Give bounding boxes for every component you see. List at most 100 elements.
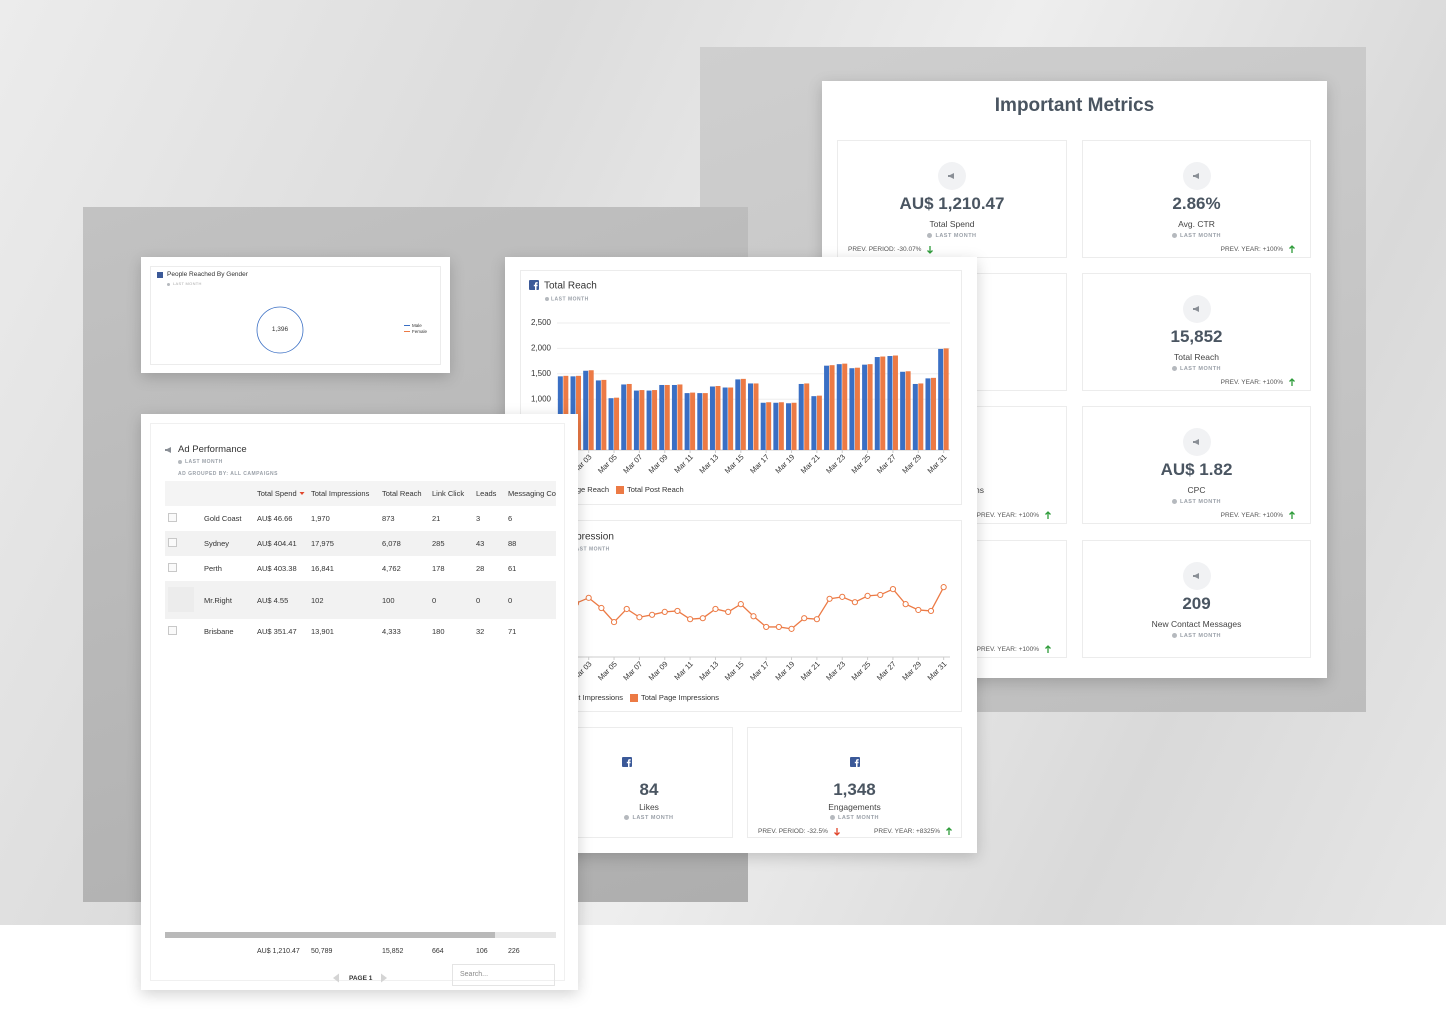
change-text: PREV. PERIOD: -30.07% [848, 246, 922, 253]
table-cell: 4,333 [382, 627, 401, 636]
social-label: Likes [639, 802, 659, 812]
x-tick-label: Mar 09 [647, 452, 670, 475]
metric-change: PREV. YEAR: +100% [1221, 511, 1296, 520]
x-tick-label: Mar 29 [900, 659, 923, 682]
legend-label: Total Page Impressions [641, 693, 719, 702]
bar [766, 402, 772, 450]
x-tick-label: Mar 07 [621, 659, 644, 682]
point [864, 592, 871, 599]
table-row: Sydney AU$ 404.41 17,975 6,078 285 43 88 [165, 531, 556, 556]
bar [659, 384, 665, 450]
x-tick-label: Mar 21 [799, 659, 822, 682]
bar [702, 393, 708, 450]
legend-item: Male [404, 323, 422, 328]
bar [874, 357, 880, 450]
bar [697, 393, 703, 450]
metric-value: 209 [1182, 594, 1211, 613]
table-cell: 3 [476, 514, 481, 523]
megaphone-icon [1192, 306, 1199, 312]
social-label: Engagements [828, 802, 881, 812]
table-cell: AU$ 404.41 [257, 539, 297, 548]
social-change: PREV. PERIOD: -32.5% [758, 827, 841, 836]
bar [740, 378, 746, 450]
column-header[interactable]: Total Reach [382, 489, 422, 498]
column-header[interactable]: Leads [476, 489, 497, 498]
path [948, 173, 954, 179]
table-body: Gold Coast AU$ 46.66 1,970 873 21 3 6 Sydney AU$… [165, 506, 556, 644]
header-text: Total Spend [257, 489, 297, 498]
scrollbar[interactable] [165, 932, 556, 938]
metric-label: ns [975, 485, 984, 495]
sort-arrow [299, 492, 305, 495]
period-text: LAST MONTH [1179, 233, 1222, 239]
point [927, 607, 935, 615]
point [598, 604, 605, 612]
bar [748, 383, 753, 450]
path [1192, 173, 1199, 179]
bar [905, 371, 911, 450]
chart-title: Impression [565, 532, 614, 543]
icon [1182, 162, 1211, 190]
bar [722, 387, 728, 450]
next-page[interactable] [380, 973, 388, 983]
x-tick-label: Mar 09 [647, 659, 670, 682]
bar [791, 402, 797, 450]
x-tick-label: Mar 29 [900, 452, 923, 475]
up-arrow [1045, 511, 1051, 519]
table-cell: 102 [311, 595, 324, 605]
circle [256, 306, 304, 354]
rect [157, 272, 163, 278]
point [725, 608, 732, 615]
bar [563, 375, 569, 450]
column-header[interactable]: Messaging Co [508, 489, 556, 498]
point [661, 608, 668, 615]
megaphone-icon [165, 447, 171, 453]
point [636, 614, 643, 621]
legend-label: Total Page Reach [550, 485, 609, 494]
header-row: Total Spend Total Impressions Total Reac… [165, 481, 556, 506]
bar [854, 367, 860, 450]
social-change: PREV. YEAR: +8325% [874, 827, 953, 836]
path [1192, 306, 1199, 312]
charts: Total Reach LAST MONTH 1,000 1,500 2,000 2,50… [529, 280, 950, 702]
bar [930, 377, 936, 450]
bar [862, 364, 868, 450]
x-tick-label: Mar 05 [596, 452, 619, 475]
gender-panel: People Reached By Gender LAST MONTH 1,39… [141, 257, 450, 373]
metric-label: Total Spend [929, 219, 975, 229]
metric-label: CPC [1187, 485, 1206, 495]
x-tick-label: Mar 19 [773, 452, 796, 475]
prev-page[interactable] [332, 973, 340, 983]
legend-text: Male [412, 323, 422, 328]
column-header[interactable]: Link Click [432, 489, 465, 498]
bar [829, 365, 835, 450]
ad-name: Mr.Right [204, 595, 232, 605]
scroll-thumb[interactable] [165, 932, 495, 938]
period-text: LAST MONTH [632, 815, 674, 821]
table-cell: 88 [508, 539, 517, 548]
bar [715, 385, 721, 450]
change-text: PREV. YEAR: +100% [976, 646, 1039, 653]
point [902, 601, 909, 608]
bar [880, 356, 886, 450]
bar [943, 348, 949, 450]
column-header[interactable]: Total Spend [254, 481, 308, 506]
table-row: Gold Coast AU$ 46.66 1,970 873 21 3 6 [165, 506, 556, 531]
search-input[interactable]: Search... [452, 964, 555, 986]
x-tick-label: Mar 07 [621, 452, 644, 475]
path [333, 973, 339, 983]
column-header[interactable]: Total Impressions [311, 489, 370, 498]
ads-grouping: AD GROUPED BY: ALL CAMPAIGNS [178, 471, 278, 477]
table-cell: 21 [432, 514, 441, 523]
bar [639, 390, 645, 450]
td [165, 940, 201, 962]
social-card: 84 Likes LAST MONTH [565, 727, 733, 838]
point [839, 593, 846, 600]
metric-period: LAST MONTH [1083, 366, 1310, 372]
path [626, 759, 631, 767]
table-cell: 6 [508, 514, 513, 523]
point [788, 625, 795, 632]
dot [1171, 633, 1177, 638]
point [610, 618, 618, 626]
